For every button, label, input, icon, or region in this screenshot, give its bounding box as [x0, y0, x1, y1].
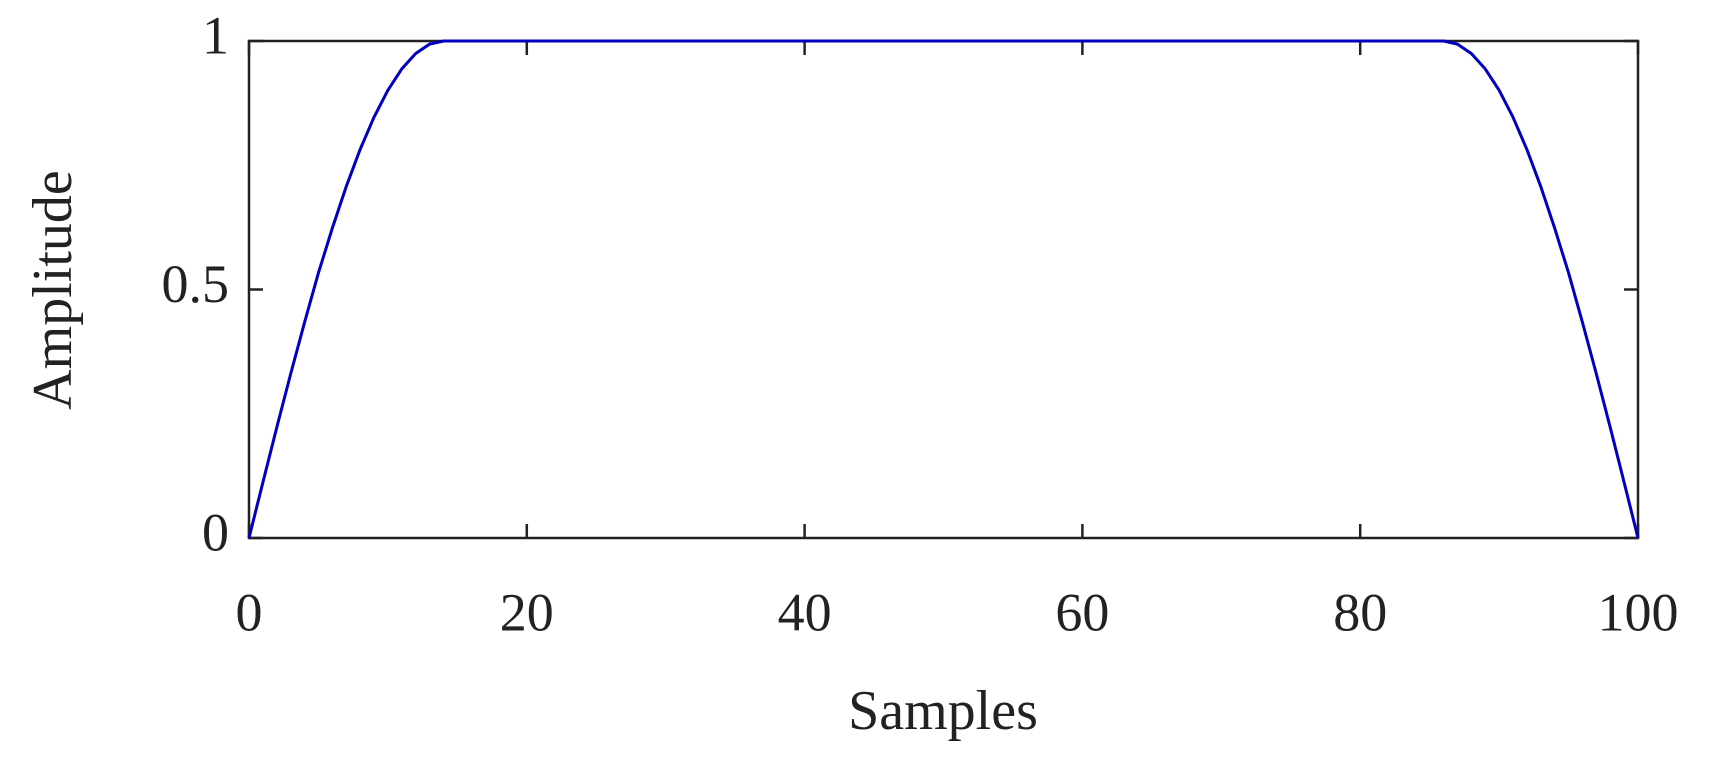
- x-tick-label: 40: [778, 582, 832, 642]
- x-tick-label: 20: [500, 582, 554, 642]
- x-tick-label: 0: [236, 582, 263, 642]
- plot-frame: [247, 39, 1640, 540]
- y-axis-label: Amplitude: [22, 170, 84, 410]
- x-tick-label: 80: [1333, 582, 1387, 642]
- x-tick-label: 60: [1055, 582, 1109, 642]
- y-tick-label: 0: [202, 502, 229, 562]
- y-tick-label: 0.5: [162, 254, 230, 314]
- data-line: [247, 39, 1640, 539]
- x-axis-label: Samples: [848, 680, 1038, 742]
- x-tick-label: 100: [1598, 582, 1679, 642]
- y-tick-label: 1: [202, 5, 229, 65]
